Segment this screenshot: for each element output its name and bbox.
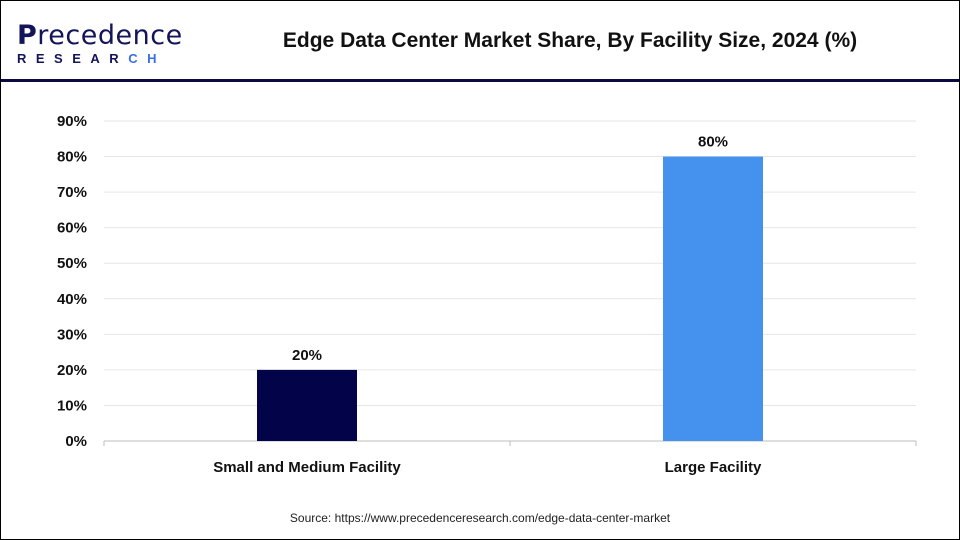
y-tick-label: 90%: [57, 113, 87, 130]
y-tick-label: 20%: [57, 362, 87, 379]
y-tick-label: 40%: [57, 291, 87, 308]
y-tick-label: 60%: [57, 220, 87, 237]
source-note: Source: https://www.precedenceresearch.c…: [289, 511, 671, 525]
data-label: 80%: [698, 134, 728, 151]
y-tick-label: 30%: [57, 326, 87, 343]
x-tick-label: Large Facility: [665, 459, 762, 476]
bar: [663, 156, 763, 442]
y-tick-label: 80%: [57, 149, 87, 166]
chart-title: Edge Data Center Market Share, By Facili…: [282, 29, 858, 52]
x-tick-label: Small and Medium Facility: [213, 459, 401, 476]
data-label: 20%: [292, 347, 322, 364]
bar: [257, 369, 357, 441]
y-tick-label: 50%: [57, 255, 87, 272]
y-tick-label: 10%: [57, 397, 87, 414]
y-tick-label: 70%: [57, 184, 87, 201]
precedence-research-logo: Precedence RESEARCH: [17, 20, 183, 66]
header: Precedence RESEARCH Edge Data Center Mar…: [1, 1, 959, 82]
y-tick-label: 0%: [65, 433, 87, 450]
